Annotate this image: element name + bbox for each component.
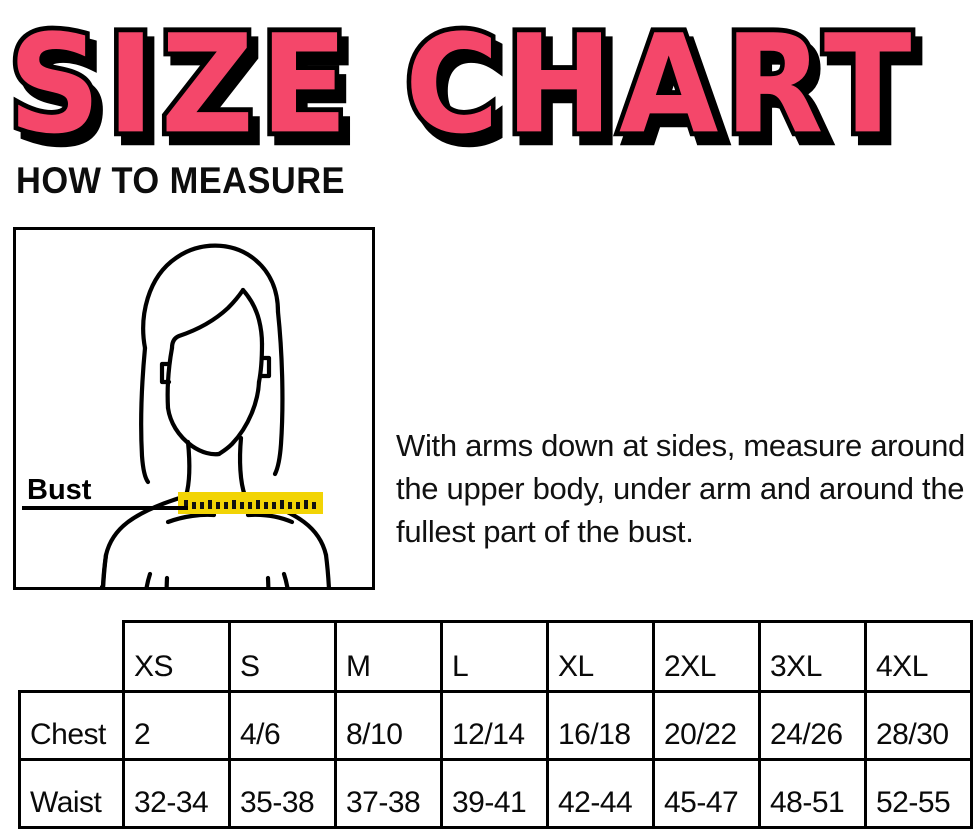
table-header-row: XS S M L XL 2XL 3XL 4XL [20, 620, 973, 693]
cell-waist-4xl: 52-55 [864, 758, 973, 829]
row-label-waist: Waist [18, 758, 125, 829]
measurement-illustration [13, 227, 375, 590]
table-header-l: L [440, 620, 549, 693]
cell-waist-xl: 42-44 [546, 758, 655, 829]
cell-chest-2xl: 20/22 [652, 690, 761, 761]
table-header-m: M [334, 620, 443, 693]
cell-chest-m: 8/10 [334, 690, 443, 761]
title-glyphs: SIZE CHART [8, 6, 917, 152]
cell-chest-4xl: 28/30 [864, 690, 973, 761]
table-header-4xl: 4XL [864, 620, 973, 693]
cell-waist-3xl: 48-51 [758, 758, 867, 829]
table-row: Chest 2 4/6 8/10 12/14 16/18 20/22 24/26… [18, 690, 973, 761]
cell-chest-xs: 2 [122, 690, 231, 761]
cell-chest-3xl: 24/26 [758, 690, 867, 761]
cell-waist-xs: 32-34 [122, 758, 231, 829]
cell-chest-l: 12/14 [440, 690, 549, 761]
bust-callout-label: Bust [27, 474, 92, 506]
cell-waist-l: 39-41 [440, 758, 549, 829]
row-label-chest: Chest [18, 690, 125, 761]
table-header-s: S [228, 620, 337, 693]
bust-leader-line [22, 506, 188, 510]
cell-waist-m: 37-38 [334, 758, 443, 829]
size-chart-table: XS S M L XL 2XL 3XL 4XL Chest 2 4/6 8/10… [18, 620, 973, 829]
cell-chest-s: 4/6 [228, 690, 337, 761]
table-header-xl: XL [546, 620, 655, 693]
table-header-3xl: 3XL [758, 620, 867, 693]
table-corner-blank [20, 622, 124, 692]
cell-chest-xl: 16/18 [546, 690, 655, 761]
subtitle-how-to-measure: HOW TO MEASURE [16, 160, 345, 201]
cell-waist-s: 35-38 [228, 758, 337, 829]
measuring-tape-icon [178, 492, 323, 514]
measure-description: With arms down at sides, measure around … [396, 428, 965, 549]
table-row: Waist 32-34 35-38 37-38 39-41 42-44 45-4… [18, 758, 973, 829]
table-header-xs: XS [122, 620, 231, 693]
cell-waist-2xl: 45-47 [652, 758, 761, 829]
page-title: SIZE CHART [0, 4, 978, 152]
table-header-2xl: 2XL [652, 620, 761, 693]
figure-outline [99, 243, 332, 587]
